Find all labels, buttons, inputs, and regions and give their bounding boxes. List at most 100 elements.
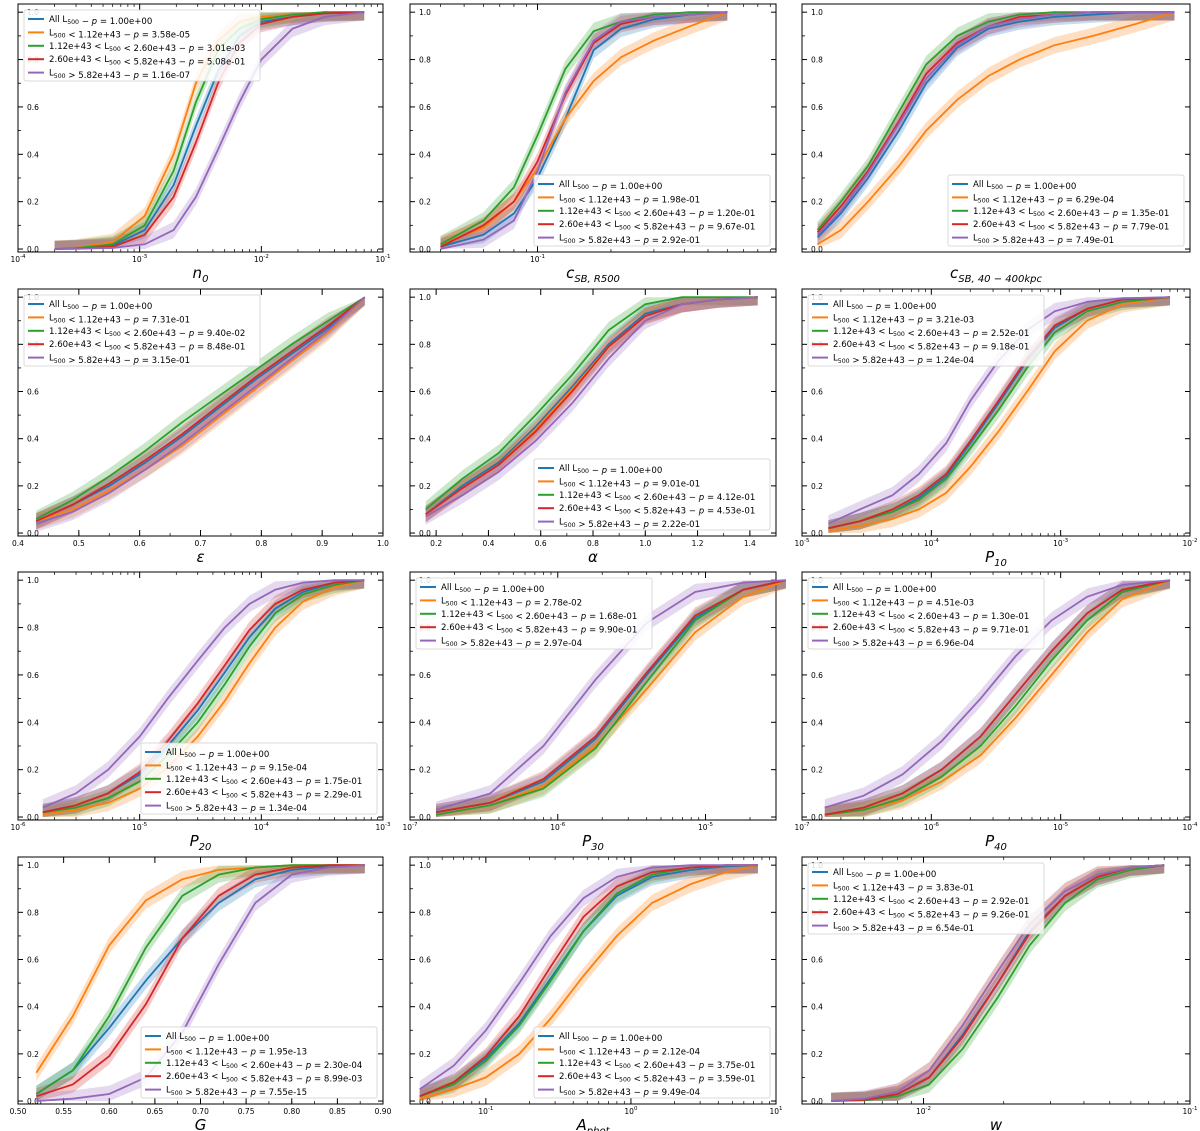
legend-box <box>947 174 1185 247</box>
x-tick-label: 10-3 <box>1053 538 1069 548</box>
legend-entry: L500 > 5.82e+43 − p = 3.15e-01 <box>49 354 190 366</box>
legend-entry: L500 > 5.82e+43 − p = 1.34e-04 <box>166 802 307 814</box>
line-p20-L3 <box>42 579 365 814</box>
legend-entry: All L500 − p = 1.00e+00 <box>833 583 936 595</box>
legend-entry: 1.12e+43 < L500 < 2.60e+43 − p = 1.35e-0… <box>973 207 1169 219</box>
band-p20-L3 <box>42 580 365 817</box>
y-tick-label: 0.8 <box>419 56 431 65</box>
y-tick-label: 0.0 <box>811 529 823 538</box>
legend-entry: 2.60e+43 < L500 < 5.82e+43 − p = 5.08e-0… <box>49 55 245 67</box>
y-tick-label: 0.6 <box>811 956 823 965</box>
band-p10-L4 <box>828 297 1170 532</box>
x-axis-label: P20 <box>190 832 212 853</box>
legend-box <box>807 577 1045 650</box>
x-tick-label: 10-4 <box>924 538 940 548</box>
line-alpha-L2 <box>425 296 758 511</box>
y-tick-label: 0.2 <box>419 482 431 491</box>
x-tick-label: 10-4 <box>1182 822 1198 832</box>
legend-box <box>140 742 378 815</box>
legend-entry: 2.60e+43 < L500 < 5.82e+43 − p = 9.71e-0… <box>833 623 1029 635</box>
y-tick-label: 0.6 <box>27 956 39 965</box>
band-eps-L3 <box>36 297 365 530</box>
line-eps-L3 <box>35 296 366 523</box>
band-p40-L4 <box>824 580 1170 816</box>
legend-entry: 2.60e+43 < L500 < 5.82e+43 − p = 7.79e-0… <box>973 220 1169 232</box>
legend-entry: All L500 − p = 1.00e+00 <box>973 180 1076 192</box>
y-tick-label: 0.0 <box>811 813 823 822</box>
x-axis-label: α <box>588 548 598 566</box>
y-tick-label: 0.8 <box>811 56 823 65</box>
legend-entry: All L500 − p = 1.00e+00 <box>166 748 269 760</box>
x-tick-label: 0.6 <box>535 539 547 548</box>
y-tick-label: 0.8 <box>27 624 39 633</box>
x-tick-label: 10-6 <box>10 822 26 832</box>
y-tick-label: 0.6 <box>811 671 823 680</box>
legend-entry: 2.60e+43 < L500 < 5.82e+43 − p = 8.48e-0… <box>49 340 245 352</box>
line-p10-L4 <box>828 296 1171 525</box>
panel-aphot: 0.0 0.2 0.4 0.6 0.8 1.0 10-1 100 101 All L500 − p… <box>409 856 783 1131</box>
panel-csb_40_400: 0.0 0.2 0.4 0.6 0.8 1.0 All L500 − p = 1.00e+0… <box>801 3 1191 285</box>
x-tick-label: 1.4 <box>744 539 756 548</box>
legend-box <box>140 1026 378 1099</box>
x-tick-label: 0.70 <box>192 1107 209 1116</box>
legend-entry: L500 < 1.12e+43 − p = 3.58e-05 <box>49 28 190 40</box>
y-tick-label: 0.2 <box>811 1050 823 1059</box>
x-tick-label: 1.2 <box>692 539 704 548</box>
y-tick-label: 0.0 <box>419 813 431 822</box>
legend-entry: All L500 − p = 1.00e+00 <box>833 300 936 312</box>
line-p40-L2 <box>824 579 1171 816</box>
axes-frame <box>801 856 1191 1105</box>
legend-entry: L500 < 1.12e+43 − p = 7.31e-01 <box>49 313 190 325</box>
legend-entry: L500 < 1.12e+43 − p = 6.29e-04 <box>973 193 1114 205</box>
legend-entry: 1.12e+43 < L500 < 2.60e+43 − p = 2.52e-0… <box>833 327 1029 339</box>
legend-entry: L500 < 1.12e+43 − p = 4.51e-03 <box>833 596 974 608</box>
legend-box <box>415 577 653 650</box>
y-tick-label: 0.4 <box>27 435 39 444</box>
legend-entry: 1.12e+43 < L500 < 2.60e+43 − p = 2.30e-0… <box>166 1059 362 1071</box>
x-axis-label: G <box>195 1116 207 1131</box>
x-tick-label: 10-6 <box>924 822 940 832</box>
axes-frame <box>17 3 384 253</box>
y-tick-label: 0.6 <box>811 388 823 397</box>
line-aphot-L1 <box>419 864 759 1100</box>
y-tick-label: 0.2 <box>27 1050 39 1059</box>
line-csb_40_400-L1 <box>817 11 1175 246</box>
line-aphot-L4 <box>419 864 758 1090</box>
panel-p20: 0.0 0.2 0.4 0.6 0.8 1.0 10-6 10-5 10-4 10-3 All L5… <box>10 571 391 853</box>
y-tick-label: 0.2 <box>27 198 39 207</box>
legend-box <box>807 294 1045 367</box>
legend-entry: All L500 − p = 1.00e+00 <box>559 180 662 192</box>
x-tick-label: 10-3 <box>375 822 391 832</box>
x-tick-label: 10-5 <box>698 822 714 832</box>
legend-box <box>23 9 261 82</box>
y-tick-label: 0.2 <box>811 482 823 491</box>
band-p30-L4 <box>436 580 786 817</box>
x-tick-label: 0.8 <box>255 539 267 548</box>
band-p40-L1 <box>824 580 1170 817</box>
y-tick-label: 0.4 <box>811 150 823 159</box>
y-tick-label: 0.4 <box>811 1003 823 1012</box>
x-tick-label: 10-1 <box>530 254 545 264</box>
x-tick-label: 10-1 <box>375 254 390 264</box>
x-tick-label: 10-5 <box>132 822 148 832</box>
y-tick-label: 0.4 <box>811 435 823 444</box>
y-tick-label: 1.0 <box>419 8 431 17</box>
y-tick-label: 0.2 <box>811 766 823 775</box>
band-csb_r500-L1 <box>440 12 728 250</box>
y-tick-label: 0.6 <box>419 671 431 680</box>
line-aphot-L3 <box>419 864 758 1098</box>
y-tick-label: 1.0 <box>811 8 823 17</box>
legend-entry: 1.12e+43 < L500 < 2.60e+43 − p = 9.40e-0… <box>49 327 245 339</box>
x-tick-label: 10-5 <box>1053 822 1069 832</box>
x-tick-label: 1.0 <box>377 539 389 548</box>
legend-entry: L500 < 1.12e+43 − p = 9.01e-01 <box>559 477 700 489</box>
line-p40-L3 <box>824 579 1171 816</box>
legend-entry: All L500 − p = 1.00e+00 <box>49 15 152 27</box>
line-p10-L1 <box>828 296 1171 532</box>
y-tick-label: 0.4 <box>811 718 823 727</box>
line-w-L2 <box>831 864 1165 1102</box>
